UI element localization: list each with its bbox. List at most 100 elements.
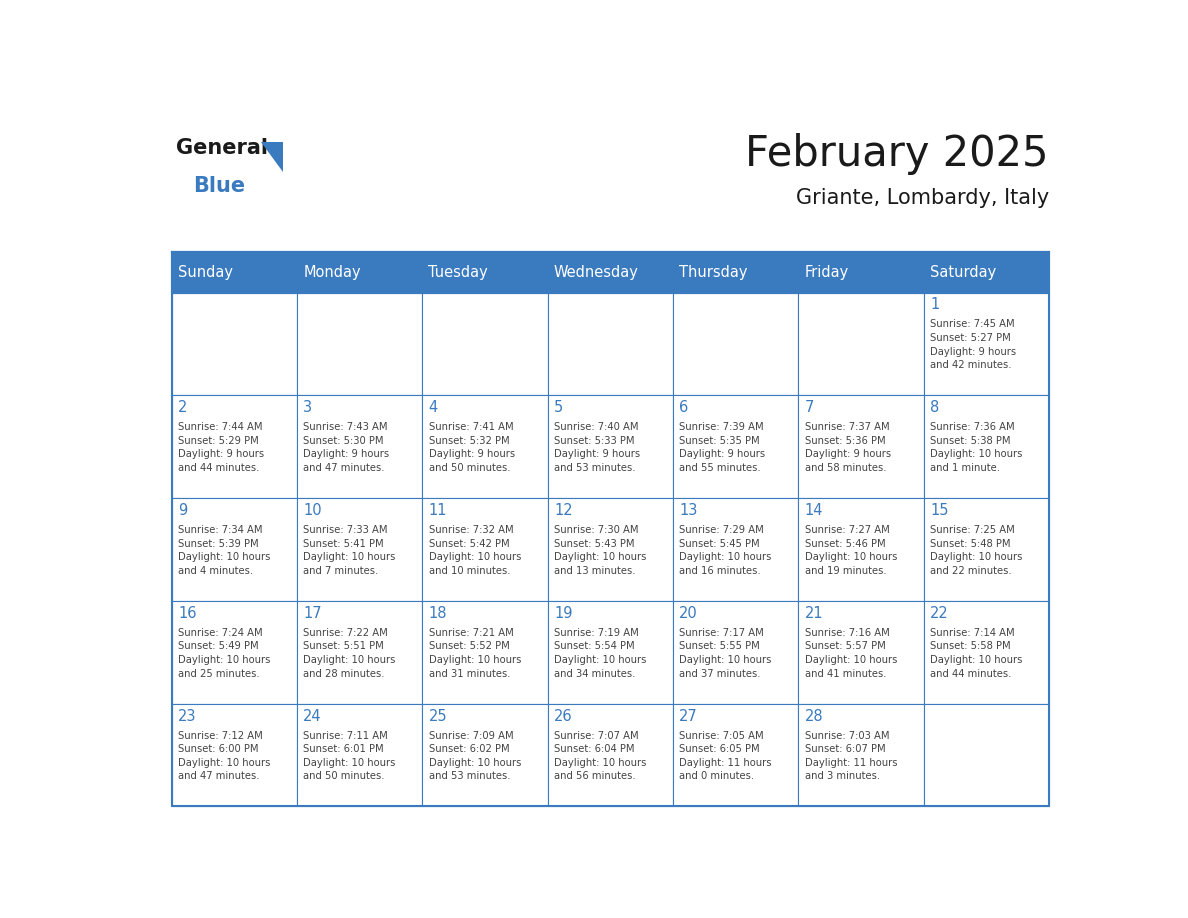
Text: General: General bbox=[176, 139, 268, 159]
Bar bbox=[297, 498, 422, 601]
Bar bbox=[422, 601, 548, 703]
Bar bbox=[171, 703, 297, 806]
Bar bbox=[672, 601, 798, 703]
Text: Griante, Lombardy, Italy: Griante, Lombardy, Italy bbox=[796, 188, 1049, 207]
Text: 7: 7 bbox=[804, 400, 814, 415]
Text: 2: 2 bbox=[178, 400, 188, 415]
Bar bbox=[798, 601, 923, 703]
Bar bbox=[923, 703, 1049, 806]
Text: Sunrise: 7:07 AM
Sunset: 6:04 PM
Daylight: 10 hours
and 56 minutes.: Sunrise: 7:07 AM Sunset: 6:04 PM Dayligh… bbox=[554, 731, 646, 781]
Bar bbox=[422, 293, 548, 396]
Text: 5: 5 bbox=[554, 400, 563, 415]
Text: 12: 12 bbox=[554, 503, 573, 518]
Text: Saturday: Saturday bbox=[930, 264, 996, 279]
Bar bbox=[798, 293, 923, 396]
Polygon shape bbox=[261, 142, 283, 173]
Text: Sunrise: 7:45 AM
Sunset: 5:27 PM
Daylight: 9 hours
and 42 minutes.: Sunrise: 7:45 AM Sunset: 5:27 PM Dayligh… bbox=[930, 319, 1016, 370]
Text: Sunday: Sunday bbox=[178, 264, 233, 279]
Bar bbox=[672, 703, 798, 806]
Bar bbox=[923, 252, 1049, 293]
Text: Thursday: Thursday bbox=[680, 264, 747, 279]
Text: 14: 14 bbox=[804, 503, 823, 518]
Text: 25: 25 bbox=[429, 709, 447, 723]
Text: Sunrise: 7:39 AM
Sunset: 5:35 PM
Daylight: 9 hours
and 55 minutes.: Sunrise: 7:39 AM Sunset: 5:35 PM Dayligh… bbox=[680, 422, 765, 473]
Text: Sunrise: 7:37 AM
Sunset: 5:36 PM
Daylight: 9 hours
and 58 minutes.: Sunrise: 7:37 AM Sunset: 5:36 PM Dayligh… bbox=[804, 422, 891, 473]
Text: 19: 19 bbox=[554, 606, 573, 621]
Text: Sunrise: 7:32 AM
Sunset: 5:42 PM
Daylight: 10 hours
and 10 minutes.: Sunrise: 7:32 AM Sunset: 5:42 PM Dayligh… bbox=[429, 525, 522, 576]
Text: 4: 4 bbox=[429, 400, 438, 415]
Text: 20: 20 bbox=[680, 606, 699, 621]
Bar bbox=[297, 703, 422, 806]
Bar bbox=[171, 293, 297, 396]
Bar bbox=[548, 293, 672, 396]
Text: Wednesday: Wednesday bbox=[554, 264, 639, 279]
Text: February 2025: February 2025 bbox=[745, 133, 1049, 175]
Text: 28: 28 bbox=[804, 709, 823, 723]
Text: Sunrise: 7:29 AM
Sunset: 5:45 PM
Daylight: 10 hours
and 16 minutes.: Sunrise: 7:29 AM Sunset: 5:45 PM Dayligh… bbox=[680, 525, 772, 576]
Text: Friday: Friday bbox=[804, 264, 848, 279]
Bar bbox=[548, 498, 672, 601]
Text: Sunrise: 7:22 AM
Sunset: 5:51 PM
Daylight: 10 hours
and 28 minutes.: Sunrise: 7:22 AM Sunset: 5:51 PM Dayligh… bbox=[303, 628, 396, 678]
Text: Sunrise: 7:43 AM
Sunset: 5:30 PM
Daylight: 9 hours
and 47 minutes.: Sunrise: 7:43 AM Sunset: 5:30 PM Dayligh… bbox=[303, 422, 390, 473]
Bar bbox=[171, 396, 297, 498]
Text: Sunrise: 7:41 AM
Sunset: 5:32 PM
Daylight: 9 hours
and 50 minutes.: Sunrise: 7:41 AM Sunset: 5:32 PM Dayligh… bbox=[429, 422, 514, 473]
Text: 11: 11 bbox=[429, 503, 447, 518]
Text: Sunrise: 7:30 AM
Sunset: 5:43 PM
Daylight: 10 hours
and 13 minutes.: Sunrise: 7:30 AM Sunset: 5:43 PM Dayligh… bbox=[554, 525, 646, 576]
Text: 22: 22 bbox=[930, 606, 949, 621]
Bar bbox=[422, 498, 548, 601]
Text: 27: 27 bbox=[680, 709, 699, 723]
Bar bbox=[297, 601, 422, 703]
Bar bbox=[672, 498, 798, 601]
Text: Sunrise: 7:11 AM
Sunset: 6:01 PM
Daylight: 10 hours
and 50 minutes.: Sunrise: 7:11 AM Sunset: 6:01 PM Dayligh… bbox=[303, 731, 396, 781]
Text: Sunrise: 7:27 AM
Sunset: 5:46 PM
Daylight: 10 hours
and 19 minutes.: Sunrise: 7:27 AM Sunset: 5:46 PM Dayligh… bbox=[804, 525, 897, 576]
Bar bbox=[923, 396, 1049, 498]
Bar bbox=[171, 498, 297, 601]
Text: 17: 17 bbox=[303, 606, 322, 621]
Bar bbox=[297, 252, 422, 293]
Bar bbox=[297, 396, 422, 498]
Text: 13: 13 bbox=[680, 503, 697, 518]
Text: Monday: Monday bbox=[303, 264, 361, 279]
Text: 26: 26 bbox=[554, 709, 573, 723]
Bar bbox=[548, 601, 672, 703]
Text: 8: 8 bbox=[930, 400, 940, 415]
Bar bbox=[672, 252, 798, 293]
Bar bbox=[422, 396, 548, 498]
Text: 21: 21 bbox=[804, 606, 823, 621]
Bar bbox=[171, 252, 1049, 806]
Text: 10: 10 bbox=[303, 503, 322, 518]
Bar bbox=[672, 293, 798, 396]
Bar bbox=[798, 396, 923, 498]
Text: Sunrise: 7:21 AM
Sunset: 5:52 PM
Daylight: 10 hours
and 31 minutes.: Sunrise: 7:21 AM Sunset: 5:52 PM Dayligh… bbox=[429, 628, 522, 678]
Bar bbox=[297, 293, 422, 396]
Text: Sunrise: 7:33 AM
Sunset: 5:41 PM
Daylight: 10 hours
and 7 minutes.: Sunrise: 7:33 AM Sunset: 5:41 PM Dayligh… bbox=[303, 525, 396, 576]
Text: 9: 9 bbox=[178, 503, 188, 518]
Text: Sunrise: 7:40 AM
Sunset: 5:33 PM
Daylight: 9 hours
and 53 minutes.: Sunrise: 7:40 AM Sunset: 5:33 PM Dayligh… bbox=[554, 422, 640, 473]
Bar bbox=[672, 396, 798, 498]
Bar bbox=[798, 703, 923, 806]
Text: Sunrise: 7:34 AM
Sunset: 5:39 PM
Daylight: 10 hours
and 4 minutes.: Sunrise: 7:34 AM Sunset: 5:39 PM Dayligh… bbox=[178, 525, 271, 576]
Text: Sunrise: 7:03 AM
Sunset: 6:07 PM
Daylight: 11 hours
and 3 minutes.: Sunrise: 7:03 AM Sunset: 6:07 PM Dayligh… bbox=[804, 731, 897, 781]
Bar bbox=[422, 252, 548, 293]
Text: Sunrise: 7:44 AM
Sunset: 5:29 PM
Daylight: 9 hours
and 44 minutes.: Sunrise: 7:44 AM Sunset: 5:29 PM Dayligh… bbox=[178, 422, 264, 473]
Text: Tuesday: Tuesday bbox=[429, 264, 488, 279]
Text: 6: 6 bbox=[680, 400, 689, 415]
Bar bbox=[548, 396, 672, 498]
Bar bbox=[548, 252, 672, 293]
Bar bbox=[923, 498, 1049, 601]
Text: Sunrise: 7:14 AM
Sunset: 5:58 PM
Daylight: 10 hours
and 44 minutes.: Sunrise: 7:14 AM Sunset: 5:58 PM Dayligh… bbox=[930, 628, 1023, 678]
Bar bbox=[171, 252, 1049, 293]
Text: Sunrise: 7:25 AM
Sunset: 5:48 PM
Daylight: 10 hours
and 22 minutes.: Sunrise: 7:25 AM Sunset: 5:48 PM Dayligh… bbox=[930, 525, 1023, 576]
Text: Sunrise: 7:05 AM
Sunset: 6:05 PM
Daylight: 11 hours
and 0 minutes.: Sunrise: 7:05 AM Sunset: 6:05 PM Dayligh… bbox=[680, 731, 772, 781]
Bar bbox=[171, 252, 297, 293]
Bar bbox=[798, 252, 923, 293]
Text: 16: 16 bbox=[178, 606, 196, 621]
Text: 18: 18 bbox=[429, 606, 447, 621]
Bar bbox=[171, 601, 297, 703]
Text: 15: 15 bbox=[930, 503, 948, 518]
Text: 3: 3 bbox=[303, 400, 312, 415]
Text: Blue: Blue bbox=[192, 176, 245, 196]
Bar bbox=[923, 293, 1049, 396]
Text: Sunrise: 7:36 AM
Sunset: 5:38 PM
Daylight: 10 hours
and 1 minute.: Sunrise: 7:36 AM Sunset: 5:38 PM Dayligh… bbox=[930, 422, 1023, 473]
Text: 23: 23 bbox=[178, 709, 196, 723]
